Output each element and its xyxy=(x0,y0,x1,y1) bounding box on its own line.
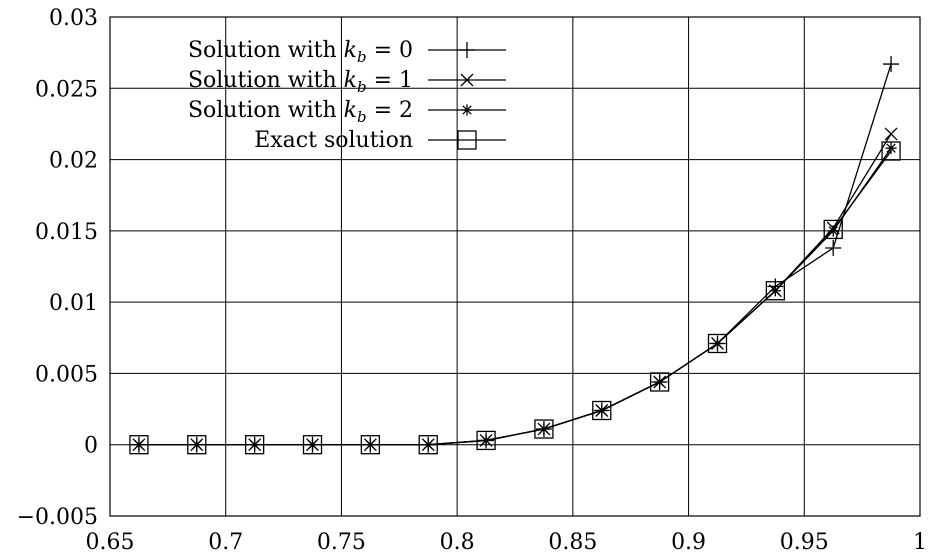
x-tick-label: 0.85 xyxy=(548,530,597,555)
legend-entry: Solution with kb = 2 xyxy=(188,98,506,126)
data-point-square xyxy=(592,400,612,421)
legend-label-subscript: b xyxy=(357,48,367,66)
legend-label-text: Solution with xyxy=(188,98,344,123)
data-point-square xyxy=(534,419,554,439)
y-tick-label: 0.03 xyxy=(49,6,98,31)
legend-label-text: Solution with xyxy=(188,38,344,63)
y-axis-ticks: −0.005 0 0.005 0.01 0.015 0.02 0.025 0.03 xyxy=(17,6,98,530)
data-point-cross xyxy=(460,73,474,87)
series-2 xyxy=(133,142,897,451)
legend-label-math: k xyxy=(344,68,357,93)
data-point-square xyxy=(302,435,323,455)
data-point-square xyxy=(823,219,843,240)
legend-label: Exact solution xyxy=(254,128,413,153)
data-point-square xyxy=(649,372,670,392)
legend-label-suffix: = 2 xyxy=(367,98,413,123)
x-tick-label: 0.8 xyxy=(440,530,475,555)
legend-label-subscript: b xyxy=(357,108,367,126)
data-point-square xyxy=(476,430,496,451)
x-tick-label: 0.9 xyxy=(671,530,706,555)
data-point-plus xyxy=(883,56,900,73)
legend-label-text: Exact solution xyxy=(254,128,413,153)
data-point-square xyxy=(765,281,786,301)
y-tick-label: 0.005 xyxy=(35,362,98,387)
legend-label-math: k xyxy=(344,38,357,63)
legend-entry: Exact solution xyxy=(254,128,506,153)
data-point-square xyxy=(457,130,477,150)
y-tick-label: 0.025 xyxy=(35,77,98,102)
series-line xyxy=(138,133,892,446)
data-point-star xyxy=(827,225,839,237)
data-point-square xyxy=(881,141,901,161)
legend-label-subscript: b xyxy=(357,78,367,96)
x-axis-ticks: 0.65 0.7 0.75 0.8 0.85 0.9 0.95 1 xyxy=(86,530,927,555)
plot-frame xyxy=(109,16,921,517)
x-tick-label: 0.75 xyxy=(317,530,366,555)
x-tick-label: 0.65 xyxy=(86,530,135,555)
data-point-square xyxy=(418,435,438,455)
legend-label: Solution with kb = 0 xyxy=(188,38,413,66)
legend-label: Solution with kb = 1 xyxy=(188,68,413,96)
data-point-plus xyxy=(825,239,842,256)
data-point-square xyxy=(360,435,381,455)
legend-entry: Solution with kb = 0 xyxy=(188,38,506,66)
x-tick-label: 0.95 xyxy=(780,530,829,555)
data-point-square xyxy=(244,435,265,455)
data-point-square xyxy=(129,435,149,455)
data-point-plus xyxy=(459,42,475,58)
y-tick-label: 0.02 xyxy=(49,149,98,174)
y-tick-label: 0.01 xyxy=(49,291,98,316)
series-1 xyxy=(132,127,898,452)
legend-label-suffix: = 1 xyxy=(367,68,413,93)
data-point-star xyxy=(461,104,473,116)
data-point-cross xyxy=(884,127,898,141)
x-tick-label: 1 xyxy=(913,530,927,555)
legend-label-text: Solution with xyxy=(188,68,344,93)
series-layer xyxy=(129,56,901,455)
legend-label-suffix: = 0 xyxy=(367,38,413,63)
legend-entry: Solution with kb = 1 xyxy=(188,68,506,96)
data-point-square xyxy=(707,333,728,354)
legend-label-math: k xyxy=(344,98,357,123)
data-point-square xyxy=(187,435,207,455)
series-line xyxy=(138,147,892,446)
x-tick-label: 0.7 xyxy=(208,530,243,555)
y-tick-label: 0 xyxy=(84,434,98,459)
series-3 xyxy=(129,141,901,455)
y-tick-label: 0.015 xyxy=(35,220,98,245)
y-tick-label: −0.005 xyxy=(17,505,98,530)
legend-label: Solution with kb = 2 xyxy=(188,98,413,126)
series-line xyxy=(138,150,892,446)
